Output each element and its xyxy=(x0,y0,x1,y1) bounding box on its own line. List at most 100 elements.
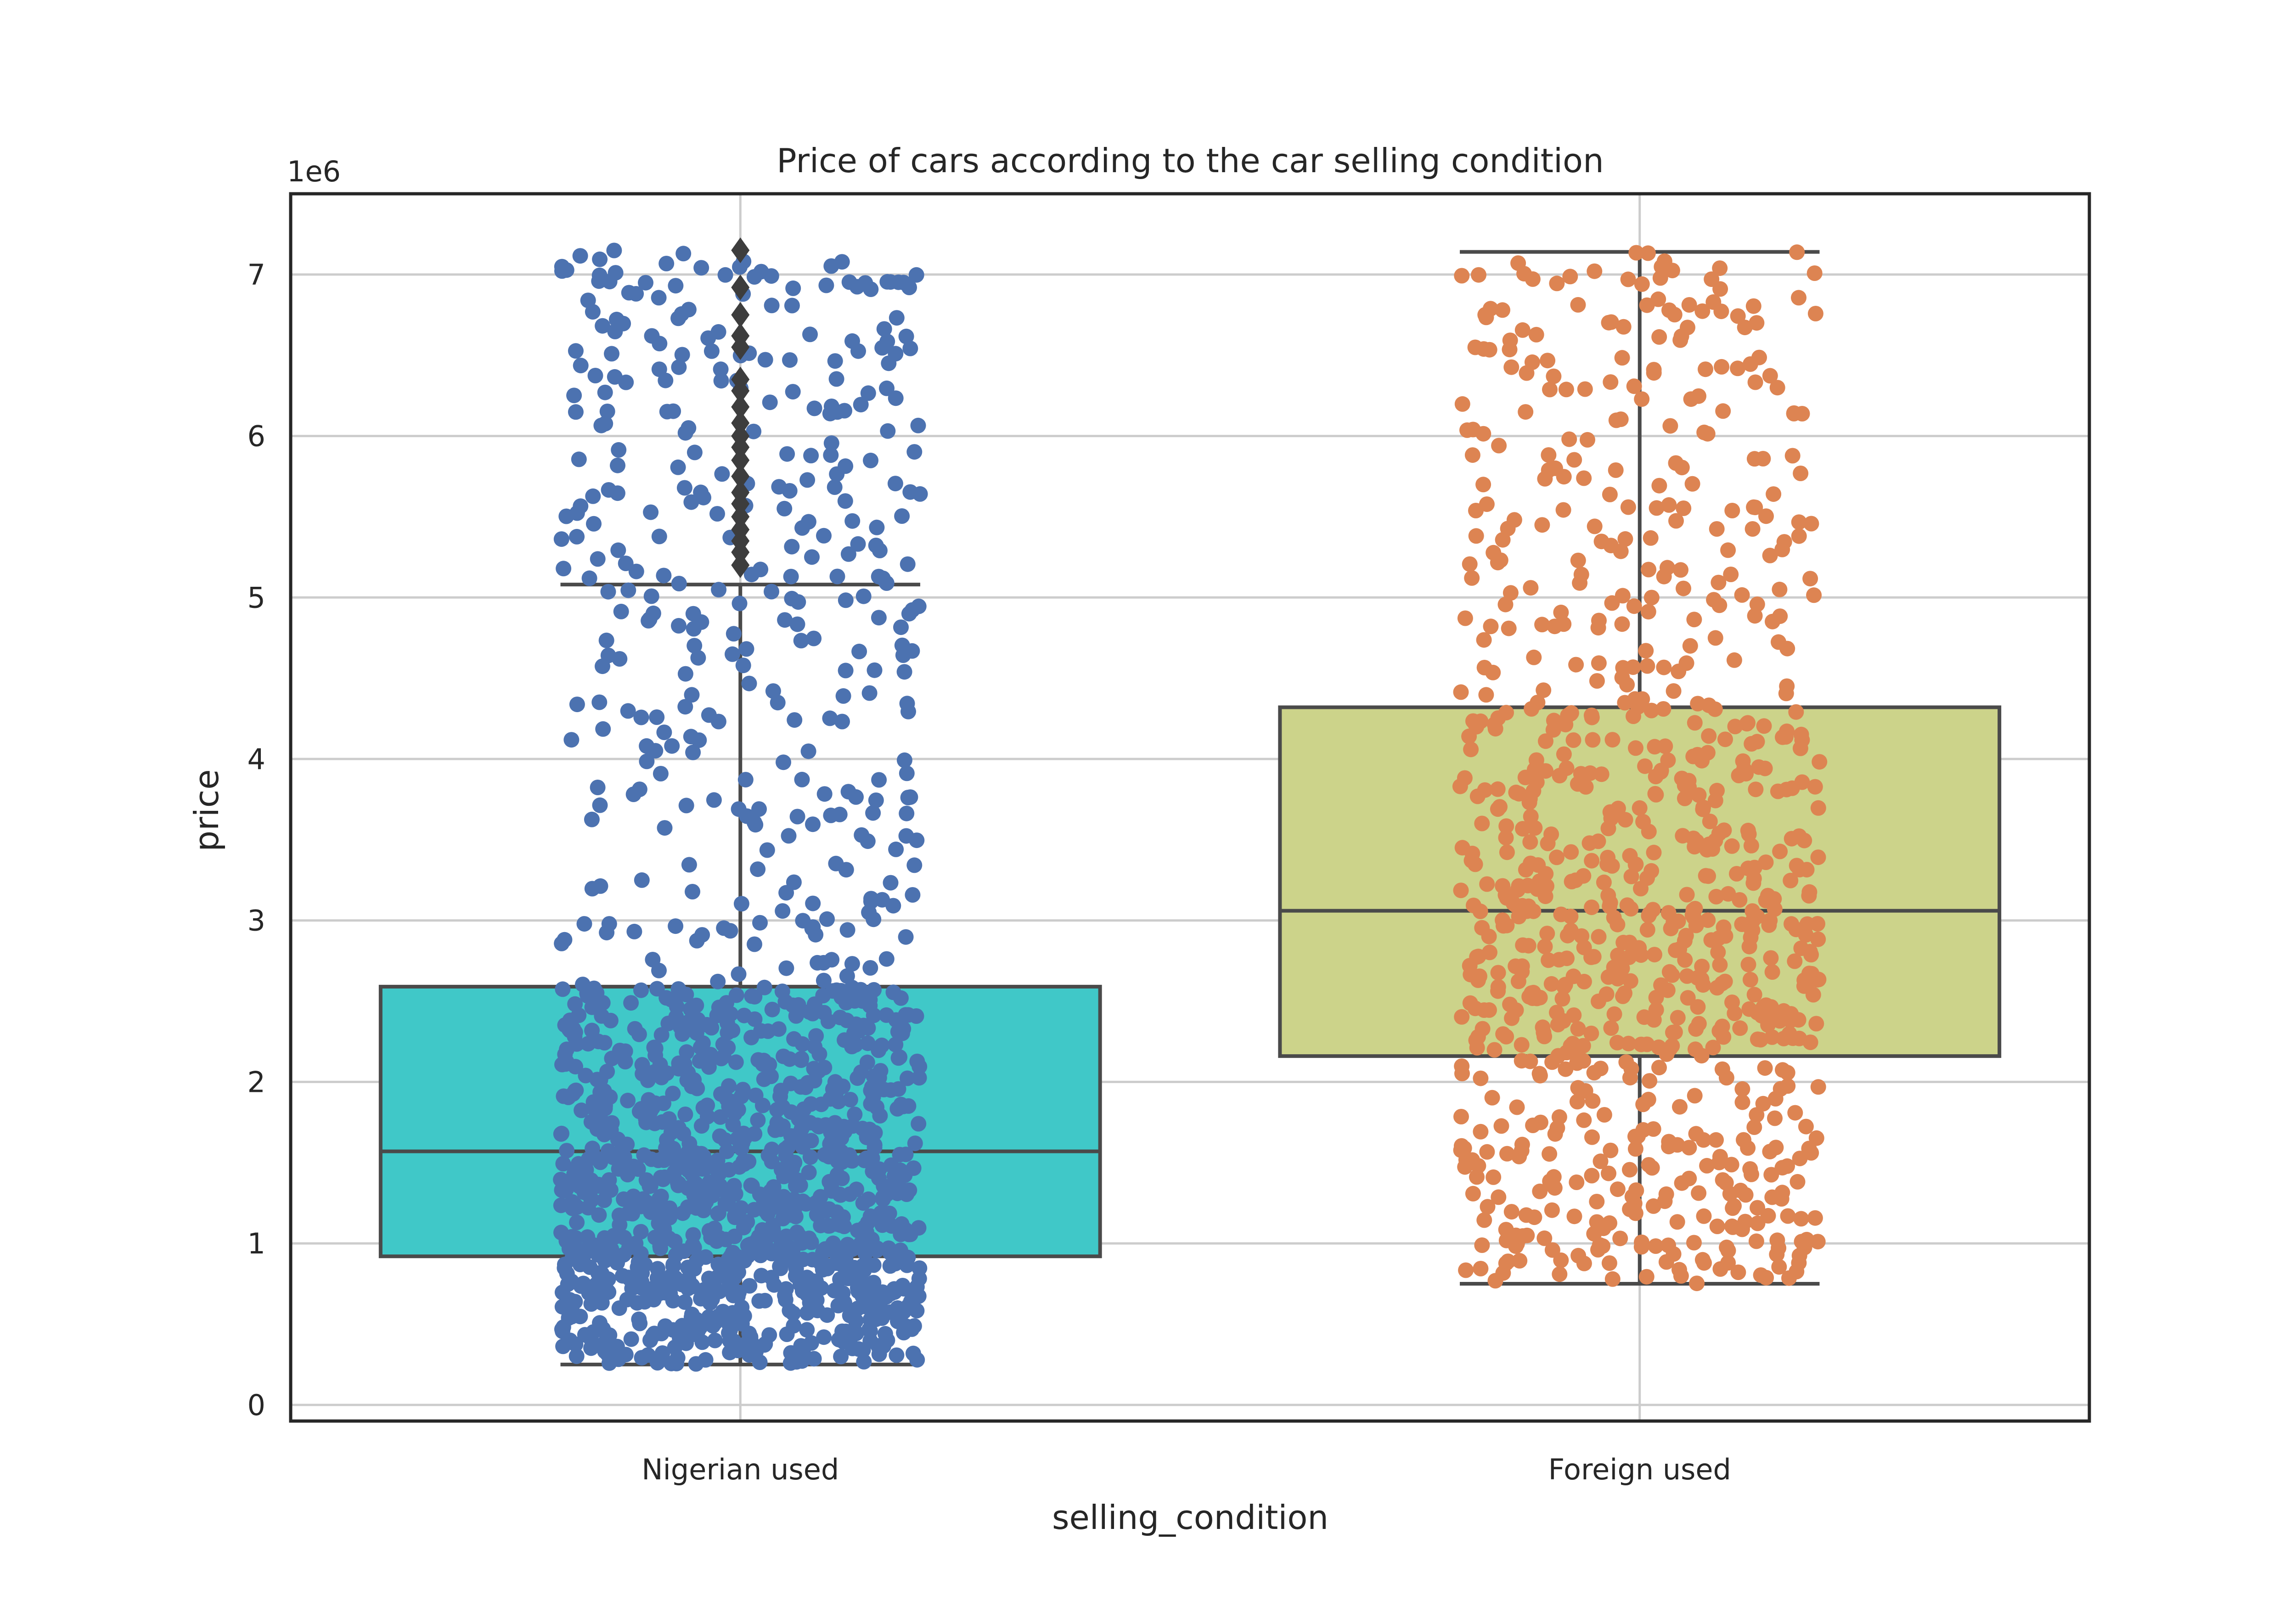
strip-point xyxy=(1762,547,1778,563)
strip-point xyxy=(1772,843,1788,860)
strip-point xyxy=(1568,657,1584,673)
strip-point xyxy=(621,285,637,301)
strip-point xyxy=(746,269,762,285)
strip-point xyxy=(816,972,832,989)
strip-point xyxy=(1457,610,1473,626)
strip-point xyxy=(568,404,584,420)
strip-point xyxy=(1764,964,1780,980)
strip-point xyxy=(1746,871,1762,887)
strip-point xyxy=(1570,552,1586,568)
strip-point xyxy=(1669,1214,1685,1230)
strip-point xyxy=(578,1162,594,1178)
strip-point xyxy=(1523,809,1539,825)
strip-point xyxy=(1589,673,1605,689)
strip-point xyxy=(677,425,693,441)
strip-point xyxy=(581,570,597,586)
strip-point xyxy=(726,1287,741,1304)
strip-point xyxy=(888,1012,904,1028)
strip-point xyxy=(1631,940,1647,956)
strip-point xyxy=(1628,740,1643,756)
strip-point xyxy=(888,1037,904,1053)
strip-point xyxy=(816,528,832,544)
strip-point xyxy=(622,1203,638,1219)
strip-point xyxy=(872,1299,889,1315)
strip-point xyxy=(1508,784,1524,800)
strip-point xyxy=(1774,1160,1790,1176)
strip-point xyxy=(1810,800,1826,816)
strip-point xyxy=(1609,971,1626,987)
strip-point xyxy=(1688,1041,1703,1057)
strip-point xyxy=(912,1260,928,1276)
strip-point xyxy=(592,251,608,267)
strip-point xyxy=(643,504,659,520)
strip-point xyxy=(1712,957,1728,973)
strip-point xyxy=(899,765,915,781)
strip-point xyxy=(583,1114,599,1130)
strip-point xyxy=(687,444,703,461)
strip-point xyxy=(685,606,701,622)
strip-point xyxy=(779,1326,795,1342)
strip-point xyxy=(735,1135,751,1151)
strip-point xyxy=(806,630,822,646)
strip-point xyxy=(1672,1099,1688,1115)
strip-point xyxy=(1584,853,1600,869)
strip-point xyxy=(1498,1222,1514,1238)
strip-point xyxy=(657,1318,673,1334)
strip-point xyxy=(757,352,773,368)
strip-point xyxy=(1584,899,1600,916)
strip-point xyxy=(751,801,767,817)
strip-point xyxy=(668,918,684,934)
strip-point xyxy=(1555,502,1571,518)
strip-point xyxy=(810,1303,826,1319)
strip-point xyxy=(1720,542,1736,558)
strip-point xyxy=(1688,917,1704,933)
strip-point xyxy=(747,1126,763,1142)
strip-point xyxy=(1591,929,1607,945)
strip-point xyxy=(1647,739,1663,755)
strip-point xyxy=(1498,818,1514,834)
strip-point xyxy=(1760,1017,1776,1033)
strip-point xyxy=(703,343,720,359)
strip-point xyxy=(887,476,903,492)
strip-point xyxy=(1534,617,1550,633)
strip-point xyxy=(900,556,916,572)
strip-point xyxy=(1651,329,1667,345)
strip-point xyxy=(1661,964,1677,980)
strip-point xyxy=(1596,874,1612,890)
strip-point xyxy=(668,278,684,294)
strip-point xyxy=(1529,774,1545,790)
strip-point xyxy=(1715,403,1731,419)
strip-point xyxy=(1602,487,1618,502)
strip-point xyxy=(718,1231,734,1247)
strip-point xyxy=(908,267,924,283)
y-tick-label: 1 xyxy=(248,1227,265,1260)
strip-point xyxy=(1711,930,1727,946)
strip-point xyxy=(684,1158,700,1174)
strip-point xyxy=(647,1230,663,1246)
strip-point xyxy=(879,380,895,396)
strip-point xyxy=(710,1257,726,1272)
strip-point xyxy=(1506,512,1522,528)
strip-point xyxy=(1687,839,1703,854)
strip-point xyxy=(1668,513,1684,529)
strip-point xyxy=(1684,476,1700,492)
strip-point xyxy=(703,1047,719,1062)
strip-point xyxy=(639,753,655,770)
strip-point xyxy=(783,1128,799,1144)
strip-point xyxy=(756,979,772,995)
strip-point xyxy=(646,1097,662,1113)
strip-point xyxy=(1532,1068,1548,1084)
strip-point xyxy=(1545,722,1561,738)
strip-point xyxy=(1732,892,1748,908)
strip-point xyxy=(649,709,665,725)
strip-point xyxy=(732,596,748,612)
strip-point xyxy=(1554,991,1570,1007)
strip-point xyxy=(907,1135,923,1152)
strip-point xyxy=(1709,980,1725,996)
strip-point xyxy=(1585,732,1601,748)
strip-point xyxy=(1589,1194,1605,1209)
strip-point xyxy=(621,1240,637,1256)
strip-point xyxy=(888,346,904,362)
strip-point xyxy=(1577,381,1593,397)
strip-point xyxy=(771,479,787,495)
